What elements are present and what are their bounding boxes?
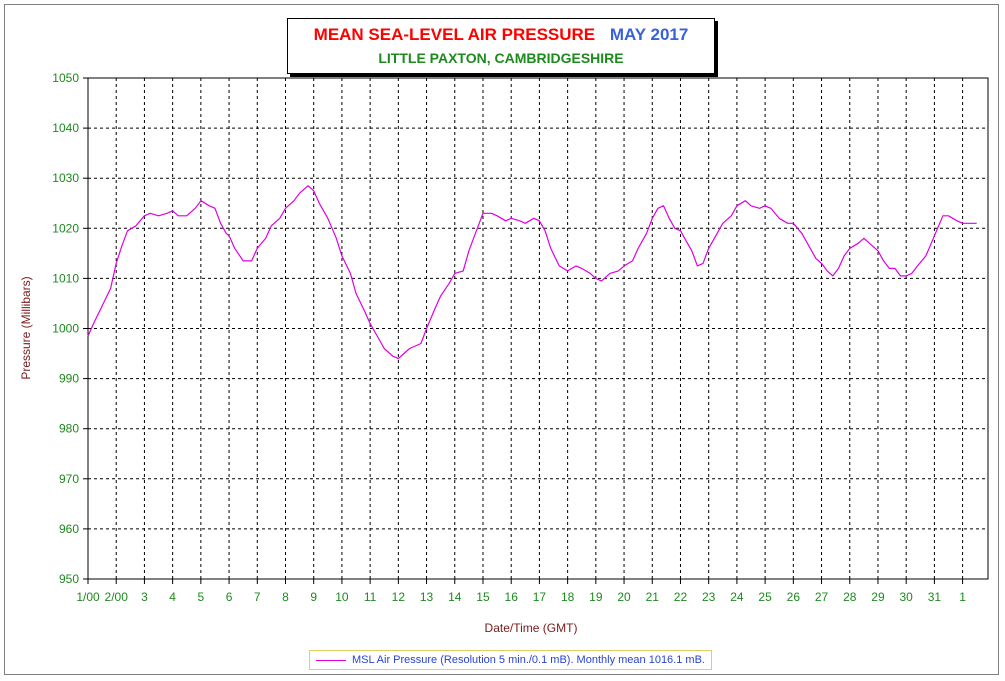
x-tick-label: 14 bbox=[448, 590, 462, 604]
chart-subtitle: LITTLE PAXTON, CAMBRIDGESHIRE bbox=[378, 50, 624, 66]
legend: MSL Air Pressure (Resolution 5 min./0.1 … bbox=[309, 650, 712, 670]
x-tick-label: 9 bbox=[310, 590, 317, 604]
x-tick-label: 15 bbox=[476, 590, 490, 604]
grid-layer bbox=[87, 77, 989, 580]
x-tick-label: 22 bbox=[674, 590, 688, 604]
y-tick-label: 990 bbox=[59, 372, 79, 386]
y-tick-label: 1020 bbox=[52, 221, 79, 235]
x-tick-label: 2/00 bbox=[105, 590, 129, 604]
chart-title-date: MAY 2017 bbox=[609, 25, 689, 44]
x-tick-label: 30 bbox=[900, 590, 914, 604]
axis-layer: 9509609709809901000101010201030104010501… bbox=[52, 71, 966, 604]
y-tick-label: 1040 bbox=[52, 121, 79, 135]
x-tick-label: 1 bbox=[959, 590, 966, 604]
x-tick-label: 13 bbox=[420, 590, 434, 604]
x-tick-label: 19 bbox=[589, 590, 603, 604]
x-tick-label: 4 bbox=[169, 590, 176, 604]
legend-swatch bbox=[316, 659, 346, 661]
x-tick-label: 29 bbox=[871, 590, 885, 604]
y-tick-label: 1030 bbox=[52, 171, 79, 185]
x-tick-label: 31 bbox=[928, 590, 942, 604]
y-tick-label: 1010 bbox=[52, 271, 79, 285]
x-axis-label: Date/Time (GMT) bbox=[485, 621, 578, 635]
x-tick-label: 16 bbox=[505, 590, 519, 604]
y-axis-label: Pressure (Millibars) bbox=[19, 276, 33, 379]
x-tick-label: 11 bbox=[364, 590, 377, 604]
series-layer bbox=[87, 185, 977, 360]
y-tick-label: 950 bbox=[59, 572, 79, 586]
x-tick-label: 6 bbox=[226, 590, 233, 604]
chart-title-box: MEAN SEA-LEVEL AIR PRESSURE MAY 2017 LIT… bbox=[287, 18, 715, 74]
x-tick-label: 8 bbox=[282, 590, 289, 604]
y-tick-label: 980 bbox=[59, 422, 79, 436]
x-tick-label: 5 bbox=[198, 590, 205, 604]
x-tick-label: 1/00 bbox=[76, 590, 100, 604]
x-tick-label: 28 bbox=[843, 590, 857, 604]
y-tick-label: 1050 bbox=[52, 71, 79, 85]
x-tick-label: 17 bbox=[533, 590, 547, 604]
y-tick-label: 960 bbox=[59, 522, 79, 536]
chart-title: MEAN SEA-LEVEL AIR PRESSURE bbox=[313, 25, 596, 44]
x-tick-label: 7 bbox=[254, 590, 261, 604]
x-tick-label: 21 bbox=[646, 590, 660, 604]
x-tick-label: 26 bbox=[787, 590, 801, 604]
y-tick-label: 1000 bbox=[52, 322, 79, 336]
y-tick-label: 970 bbox=[59, 472, 79, 486]
x-tick-label: 3 bbox=[141, 590, 148, 604]
x-tick-label: 23 bbox=[702, 590, 716, 604]
x-tick-label: 18 bbox=[561, 590, 575, 604]
x-tick-label: 20 bbox=[617, 590, 631, 604]
series-line-msl-pressure bbox=[87, 185, 977, 360]
x-tick-label: 12 bbox=[392, 590, 406, 604]
x-tick-label: 24 bbox=[730, 590, 744, 604]
x-tick-label: 27 bbox=[815, 590, 829, 604]
x-tick-label: 25 bbox=[758, 590, 772, 604]
x-tick-label: 10 bbox=[335, 590, 349, 604]
legend-label: MSL Air Pressure (Resolution 5 min./0.1 … bbox=[352, 654, 705, 666]
